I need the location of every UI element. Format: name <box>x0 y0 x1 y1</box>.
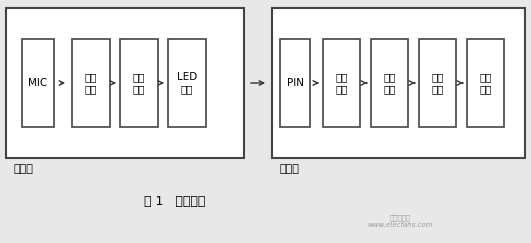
Text: PIN: PIN <box>287 78 304 88</box>
Text: 图 1   系统结构: 图 1 系统结构 <box>144 195 205 208</box>
Bar <box>467 39 504 127</box>
Bar <box>168 39 206 127</box>
Text: 接收机: 接收机 <box>280 164 300 174</box>
Bar <box>272 8 525 158</box>
Text: 脉位
调制: 脉位 调制 <box>133 72 145 94</box>
Text: 电子发烧友
www.elecfans.com: 电子发烧友 www.elecfans.com <box>367 214 433 228</box>
Bar <box>22 39 54 127</box>
Bar <box>120 39 158 127</box>
Bar <box>72 39 110 127</box>
Text: 整形
电路: 整形 电路 <box>335 72 348 94</box>
Bar <box>6 8 244 158</box>
Bar <box>419 39 456 127</box>
Bar <box>371 39 408 127</box>
Text: MIC: MIC <box>28 78 48 88</box>
Text: 信号
还原: 信号 还原 <box>431 72 444 94</box>
Text: 发射机: 发射机 <box>14 164 34 174</box>
Bar <box>323 39 360 127</box>
Text: 音频
放大: 音频 放大 <box>85 72 97 94</box>
Text: 音频
功放: 音频 功放 <box>479 72 492 94</box>
Text: LED
驱动: LED 驱动 <box>177 72 197 94</box>
Text: 解调
电路: 解调 电路 <box>383 72 396 94</box>
Bar <box>280 39 310 127</box>
